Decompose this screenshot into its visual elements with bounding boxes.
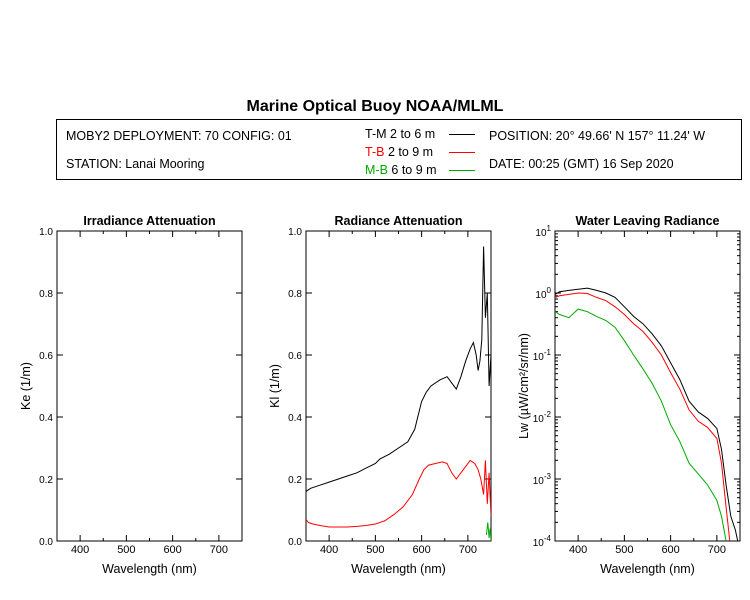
legend-range-tm: 2 to 6 m <box>390 127 436 141</box>
legend-key-tb: T-B <box>365 145 385 159</box>
series-line-m-b <box>555 308 727 541</box>
series-line-t-m <box>306 246 491 492</box>
legend-line-tb <box>449 152 475 153</box>
series-line-t-b <box>306 459 491 528</box>
x-tick-label: 600 <box>661 544 679 556</box>
x-axis-label: Wavelength (nm) <box>600 562 695 576</box>
y-tick-label: 0.0 <box>39 537 53 548</box>
y-tick-label: 0.6 <box>39 351 53 362</box>
series-line-t-m <box>555 287 739 541</box>
series-line-t-b <box>555 292 731 541</box>
legend-key-tm: T-M <box>365 127 387 141</box>
y-tick-label: 0.6 <box>288 351 302 362</box>
y-axis-label: Lw (µW/cm²/sr/nm) <box>517 333 531 439</box>
date-text: DATE: 00:25 (GMT) 16 Sep 2020 <box>489 157 674 171</box>
x-tick-label: 400 <box>71 544 89 556</box>
plot-frame <box>56 230 243 542</box>
series-line-m-b <box>485 522 491 541</box>
y-tick-label: 1.0 <box>288 227 302 238</box>
y-tick-label: 0.4 <box>39 413 53 424</box>
x-tick-label: 600 <box>163 544 181 556</box>
x-tick-label: 600 <box>412 544 430 556</box>
y-tick-exponent: -3 <box>544 472 552 481</box>
info-box: MOBY2 DEPLOYMENT: 70 CONFIG: 01 STATION:… <box>56 119 742 180</box>
y-tick-label: 10-3 <box>533 472 552 487</box>
y-tick-label: 101 <box>535 224 551 239</box>
y-tick-exponent: -1 <box>544 348 552 357</box>
chart-panel-2: Radiance Attenuation 400 500 600 700 0.0 0.2 0.… <box>268 214 492 576</box>
x-axis-label: Wavelength (nm) <box>351 562 446 576</box>
legend-entry-tm: T-M 2 to 6 m <box>365 127 435 141</box>
deployment-text: MOBY2 DEPLOYMENT: 70 CONFIG: 01 <box>66 129 292 143</box>
legend-line-tm <box>449 134 475 135</box>
y-tick-label: 1.0 <box>39 227 53 238</box>
y-tick-exponent: 1 <box>547 224 552 233</box>
legend-line-mb <box>449 170 475 171</box>
x-tick-label: 500 <box>615 544 633 556</box>
x-tick-label: 500 <box>117 544 135 556</box>
x-tick-label: 700 <box>210 544 228 556</box>
y-tick-exponent: -4 <box>544 534 552 543</box>
y-tick-label: 0.8 <box>39 289 53 300</box>
chart-title: Irradiance Attenuation <box>83 214 215 228</box>
x-tick-label: 400 <box>320 544 338 556</box>
plot-frame <box>554 230 741 542</box>
y-tick-label: 0.0 <box>288 537 302 548</box>
x-axis-label: Wavelength (nm) <box>102 562 197 576</box>
y-tick-exponent: 0 <box>547 286 552 295</box>
plot-frame <box>305 230 492 542</box>
page-title: Marine Optical Buoy NOAA/MLML <box>246 98 504 115</box>
y-tick-exponent: -2 <box>544 410 552 419</box>
x-tick-label: 500 <box>366 544 384 556</box>
x-tick-label: 700 <box>708 544 726 556</box>
y-tick-label: 10-1 <box>533 348 552 363</box>
chart-panel-1: Irradiance Attenuation 400 500 600 700 0.0 0.2… <box>19 214 243 576</box>
legend-range-mb: 6 to 9 m <box>391 163 437 177</box>
position-text: POSITION: 20° 49.66' N 157° 11.24' W <box>489 129 706 143</box>
y-tick-label: 0.8 <box>288 289 302 300</box>
y-tick-label: 100 <box>535 286 551 301</box>
y-tick-label: 0.4 <box>288 413 302 424</box>
y-tick-label: 0.2 <box>39 475 53 486</box>
legend-range-tb: 2 to 9 m <box>387 145 434 159</box>
legend-key-mb: M-B <box>365 163 388 177</box>
chart-title: Radiance Attenuation <box>334 214 462 228</box>
y-axis-label: Ke (1/m) <box>19 362 33 410</box>
x-tick-label: 400 <box>569 544 587 556</box>
y-tick-label: 10-4 <box>533 534 552 549</box>
y-tick-label: 0.2 <box>288 475 302 486</box>
y-tick-label: 10-2 <box>533 410 552 425</box>
legend-entry-tb: T-B 2 to 9 m <box>365 145 433 159</box>
x-tick-label: 700 <box>459 544 477 556</box>
chart-panel-3: Water Leaving Radiance 400 500 600 700 101 100… <box>517 214 741 576</box>
y-axis-label: Kl (1/m) <box>268 364 282 408</box>
chart-title: Water Leaving Radiance <box>575 214 719 228</box>
station-text: STATION: Lanai Mooring <box>66 157 205 171</box>
legend-entry-mb: M-B 6 to 9 m <box>365 163 437 177</box>
